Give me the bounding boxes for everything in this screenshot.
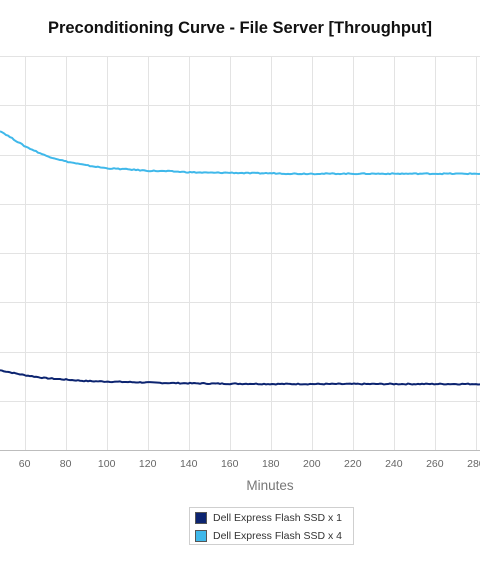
- x-tick-label: 260: [426, 458, 444, 470]
- x-tick-label: 180: [262, 458, 280, 470]
- x-tick-label: 220: [344, 458, 362, 470]
- grid-layer: [0, 56, 480, 451]
- legend-swatch-series-2: [195, 530, 207, 542]
- x-tick-label: 200: [303, 458, 321, 470]
- x-tick-label: 80: [60, 458, 72, 470]
- x-tick-label: 240: [385, 458, 403, 470]
- legend-item-series-1: Dell Express Flash SSD x 1: [190, 509, 353, 527]
- chart-title: Preconditioning Curve - File Server [Thr…: [47, 19, 433, 37]
- series-layer: [0, 130, 480, 386]
- x-tick-labels: 60 80 100 120 140 160 180 200 220 240 260 280: [19, 458, 480, 470]
- series-line-1: [0, 369, 480, 386]
- legend-label-series-2: Dell Express Flash SSD x 4: [213, 530, 342, 542]
- x-tick-label: 120: [139, 458, 157, 470]
- series-line-2: [0, 130, 480, 176]
- x-tick-label: 160: [221, 458, 239, 470]
- x-tick-label: 60: [19, 458, 31, 470]
- legend: Dell Express Flash SSD x 1 Dell Express …: [189, 507, 354, 545]
- x-tick-label: 100: [98, 458, 116, 470]
- x-tick-label: 280: [467, 458, 480, 470]
- legend-swatch-series-1: [195, 512, 207, 524]
- x-tick-label: 140: [180, 458, 198, 470]
- x-axis-label: Minutes: [246, 478, 294, 493]
- legend-item-series-2: Dell Express Flash SSD x 4: [190, 527, 353, 545]
- legend-label-series-1: Dell Express Flash SSD x 1: [213, 512, 342, 524]
